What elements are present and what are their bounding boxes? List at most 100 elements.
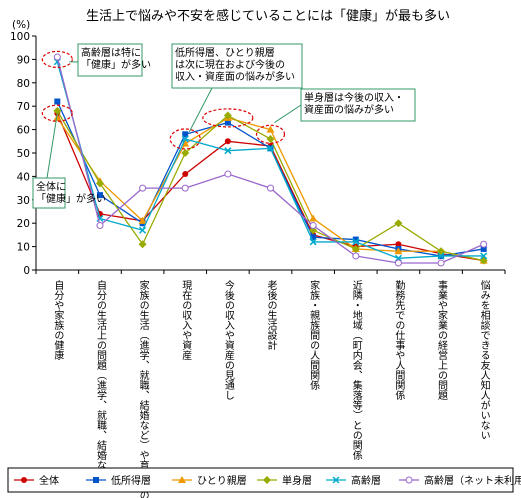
data-point (93, 477, 99, 483)
data-point (263, 476, 271, 484)
data-point (139, 226, 147, 234)
x-category-label: 悩みを相談できる友人知人がいない (478, 279, 490, 440)
highlight-ellipse (41, 50, 73, 69)
legend-item: 高齢層 (326, 474, 381, 487)
data-point (352, 252, 360, 260)
y-tick-label: 100 (10, 31, 30, 43)
highlight-ellipse (202, 108, 254, 128)
data-point (181, 184, 189, 192)
annotation-pointer (188, 87, 213, 133)
series-line (56, 61, 484, 259)
series-低所得層 (54, 98, 487, 259)
data-point (138, 216, 147, 224)
data-point (53, 106, 62, 115)
x-category-labels: 自分や家族の健康 自分の生活上の問題（進学、就職、結婚など） 家族の生活（進学、就職… (35, 270, 506, 498)
data-point (178, 476, 186, 483)
data-point (96, 222, 104, 230)
x-category-label: 今後の収入や資産の見通し (222, 279, 234, 400)
data-point (96, 192, 103, 199)
data-point (352, 236, 359, 243)
annotation-text: は次に現在および今後の (175, 58, 285, 71)
x-category-label: 事業や家業の経営上の問題 (436, 279, 448, 400)
data-point (181, 139, 190, 147)
annotation-text: 資産面の悩みが多い (304, 103, 394, 116)
data-point (309, 214, 318, 222)
series-高齢層 (53, 58, 488, 262)
y-tick-label: 80 (17, 78, 30, 90)
data-point (480, 240, 488, 248)
x-category-label: 老後の生活設計 (265, 279, 277, 351)
data-point (266, 144, 275, 152)
data-point (352, 238, 360, 246)
y-tick-label: 60 (17, 125, 30, 137)
annotations: 高齢層は特に「健康」が多い 低所得層、ひとり親層は次に現在および今後の収入・資産面… (32, 43, 416, 209)
annotation-text: 高齢層は特に (81, 46, 141, 59)
annotation-text: 全体に (36, 180, 66, 193)
series-lines (53, 53, 488, 267)
data-point (21, 477, 27, 483)
y-tick-label: 30 (17, 195, 30, 207)
data-point (182, 131, 189, 138)
data-point (395, 241, 402, 248)
data-point (332, 476, 340, 484)
data-point (437, 259, 445, 267)
x-category-label: 現在の収入や資産 (180, 280, 192, 361)
data-point (53, 113, 62, 121)
highlight-ellipse (169, 128, 201, 150)
legend-label: 高齢層（ネット未利用者） (424, 474, 521, 487)
x-category-label: 自分の生活上の問題（進学、就職、結婚など） (94, 279, 106, 490)
data-point (224, 147, 232, 155)
x-category-label: 勤務先での仕事や人間関係 (393, 279, 405, 401)
y-tick-label: 20 (17, 218, 30, 230)
data-point (95, 179, 104, 188)
legend-label: 低所得層 (111, 474, 151, 487)
annotation-box (300, 88, 416, 122)
data-point (139, 184, 147, 192)
annotation-box (77, 43, 143, 77)
data-point (53, 53, 61, 61)
data-point (54, 98, 61, 105)
data-point (266, 125, 275, 133)
data-point (394, 219, 403, 228)
legend-label: 高齢層 (351, 474, 381, 487)
data-point (310, 234, 317, 241)
annotation-text: 低所得層、ひとり親層 (175, 46, 275, 59)
legend-item: 全体 (14, 474, 59, 487)
y-ticks: 0 10 20 30 40 50 60 70 80 90 100 (10, 31, 36, 277)
legend-item: 単身層 (257, 474, 312, 487)
legend-label: 全体 (39, 474, 59, 487)
highlight-ellipse (255, 124, 286, 144)
annotation-text: 収入・資産面の悩みが多い (175, 70, 295, 83)
y-tick-label: 50 (17, 148, 30, 160)
annotation-text: 単身層は今後の収入・ (304, 91, 404, 104)
y-tick-label: 0 (23, 265, 30, 277)
highlight-ellipse (41, 104, 73, 122)
annotation-box (171, 43, 303, 89)
annotation-pointer (274, 104, 302, 123)
data-point (351, 244, 360, 253)
legend-item: 低所得層 (86, 474, 151, 487)
annotation-box (32, 177, 66, 209)
y-tick-label: 40 (17, 171, 30, 183)
annotation-text: 「健康」が多い (36, 192, 106, 205)
data-point (182, 171, 189, 178)
y-axis-unit: (%) (12, 19, 30, 31)
data-point (223, 111, 232, 120)
legend-item: 高齢層（ネット未利用者） (399, 474, 521, 487)
annotation-pointer (46, 113, 58, 179)
data-point (437, 252, 445, 260)
highlight-ellipses (41, 50, 286, 150)
y-tick-label: 70 (17, 101, 30, 113)
legend-label: 単身層 (282, 474, 312, 487)
data-point (405, 476, 413, 484)
series-line (56, 101, 484, 257)
x-category-label: 近隣・地域（町内会、集落等）との関係 (350, 279, 362, 461)
data-point (266, 134, 275, 143)
y-tick-label: 90 (17, 54, 30, 66)
data-point (267, 184, 274, 192)
legend-item: ひとり親層 (172, 474, 247, 487)
data-point (138, 240, 147, 249)
legend-label: ひとり親層 (197, 474, 247, 487)
data-point (309, 238, 317, 246)
x-category-label: 家族・親族間の人間関係 (308, 279, 320, 391)
